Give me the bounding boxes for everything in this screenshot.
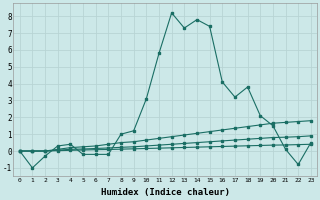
- X-axis label: Humidex (Indice chaleur): Humidex (Indice chaleur): [101, 188, 230, 197]
